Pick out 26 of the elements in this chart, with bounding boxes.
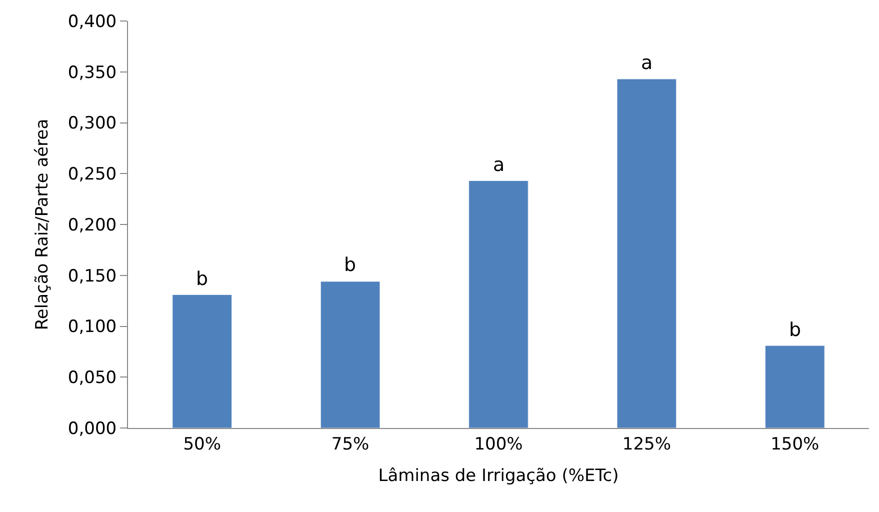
annotation: a <box>641 52 653 74</box>
y-tick-label: 0,100 <box>68 317 117 338</box>
bar <box>468 180 528 428</box>
y-tick-label: 0,300 <box>68 114 117 134</box>
y-tick-label: 0,250 <box>68 164 117 185</box>
bar <box>172 294 232 428</box>
x-axis-title: Lâminas de Irrigação (%ETc) <box>378 466 619 486</box>
x-tick-label: 50% <box>183 434 221 454</box>
bar <box>616 78 677 428</box>
y-tick-label: 0,400 <box>68 12 117 32</box>
x-tick-label: 100% <box>474 434 523 454</box>
x-tick-label: 125% <box>622 434 672 454</box>
y-axis-title: Relação Raiz/Parte aérea <box>32 118 52 330</box>
bar <box>765 345 825 428</box>
y-tick-label: 0,150 <box>68 266 117 286</box>
y-tick-label: 0,000 <box>68 418 117 439</box>
bar <box>320 281 380 428</box>
x-tick-label: 150% <box>770 434 820 454</box>
annotation: a <box>493 154 505 176</box>
y-tick-label: 0,350 <box>68 62 117 83</box>
annotation: b <box>789 319 802 341</box>
annotation: b <box>196 268 208 290</box>
y-tick-label: 0,050 <box>68 368 117 388</box>
x-tick-label: 75% <box>331 434 370 454</box>
annotation: b <box>344 254 356 276</box>
y-tick-label: 0,200 <box>68 215 117 236</box>
